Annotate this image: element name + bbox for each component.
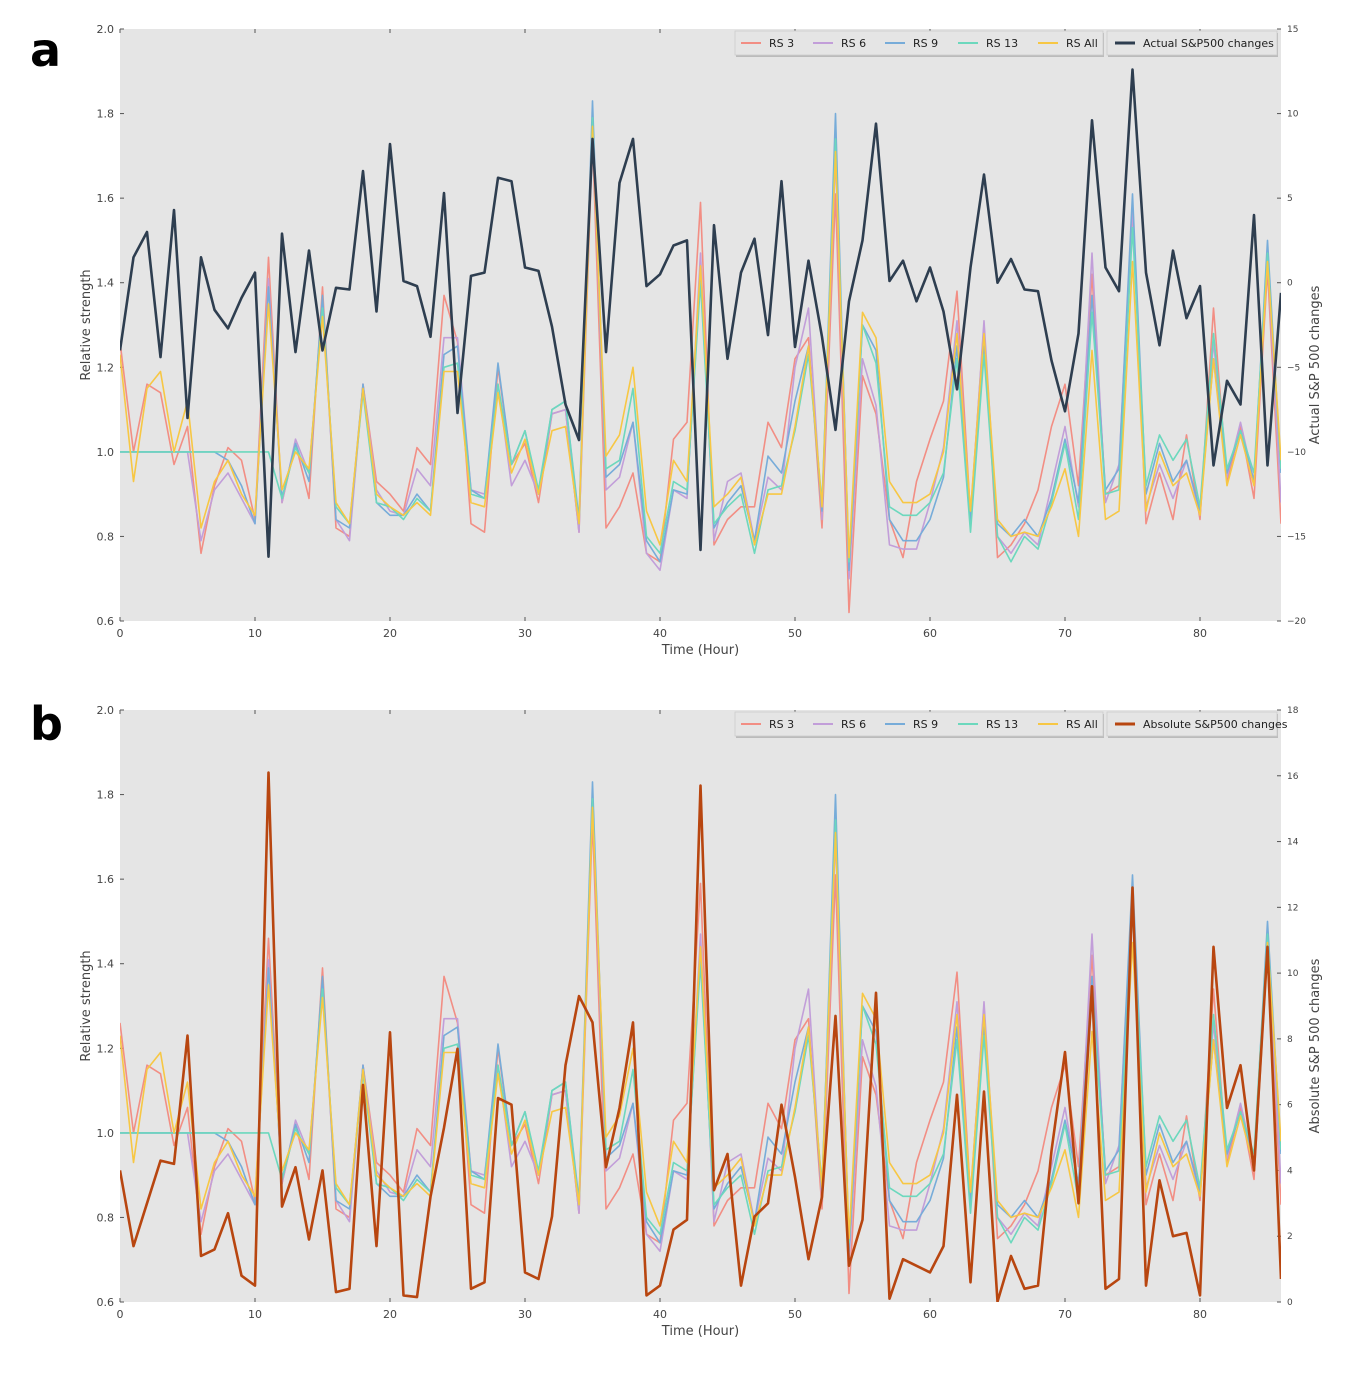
x-tick-label: 10 [248,627,262,640]
y2-tick-label: −5 [1287,363,1300,373]
y-tick-label: 1.6 [97,192,115,205]
y2-tick-label: 12 [1287,903,1298,913]
legend-label: Actual S&P500 changes [1143,37,1274,50]
legend-label: RS 3 [769,718,794,731]
legend-box [1106,30,1278,56]
y-tick-label: 2.0 [97,704,115,717]
y-tick-label: 1.6 [97,873,115,886]
panel-label-a: a [30,23,61,77]
y-tick-label: 0.8 [97,1211,115,1224]
x-tick-label: 70 [1058,1308,1072,1321]
y-tick-label: 1.8 [97,108,115,121]
y-tick-label: 0.6 [97,1296,115,1309]
x-tick-label: 20 [383,1308,397,1321]
x-tick-label: 40 [653,1308,667,1321]
y-tick-label: 1.2 [97,1042,115,1055]
y-tick-label: 0.8 [97,530,115,543]
y2-tick-label: 14 [1287,838,1299,848]
legend-label: RS 13 [986,37,1018,50]
y2-axis-label: Actual S&P 500 changes [1308,285,1323,444]
y2-tick-label: 4 [1287,1166,1293,1176]
y-tick-label: 2.0 [97,23,115,36]
x-tick-label: 60 [923,627,937,640]
x-tick-label: 30 [518,627,532,640]
chart-a: 0.6 0.8 1.0 1.2 1.4 1.6 1.8 2.0 −20 −15 −10 −5 0 5 10 1… [79,23,1323,658]
y-axis-label: Relative strength [79,950,94,1061]
x-tick-label: 50 [788,627,802,640]
y-tick-label: 1.4 [97,958,115,971]
x-tick-label: 10 [248,1308,262,1321]
y2-tick-label: 15 [1287,25,1298,35]
x-tick-label: 0 [117,627,124,640]
y-axis-label: Relative strength [79,269,94,380]
x-tick-label: 80 [1193,627,1207,640]
y2-tick-label: 10 [1287,110,1299,120]
x-tick-label: 50 [788,1308,802,1321]
legend-label: RS 3 [769,37,794,50]
series-line-sp500 [120,68,1281,559]
y2-tick-label: 2 [1287,1232,1293,1242]
legend-box [1106,711,1278,737]
y-tick-label: 0.6 [97,615,115,628]
x-tick-label: 0 [117,1308,124,1321]
y-tick-label: 1.0 [97,446,115,459]
legend-label: RS All [1066,718,1098,731]
panel-label-b: b [30,697,63,751]
legend-label: RS 9 [913,718,938,731]
y2-tick-label: −15 [1287,532,1306,542]
x-axis-label: Time (Hour) [661,1324,739,1339]
legend-label: RS 6 [841,718,866,731]
y-tick-label: 1.2 [97,361,115,374]
y2-tick-label: 0 [1287,279,1293,289]
y2-axis-label: Absolute S&P 500 changes [1308,958,1323,1133]
y2-tick-label: −10 [1287,448,1306,458]
y2-tick-label: 8 [1287,1035,1293,1045]
x-tick-label: 40 [653,627,667,640]
chart-b: 0.6 0.8 1.0 1.2 1.4 1.6 1.8 2.0 0 2 4 6 8 10 12 14 16 18 0… [79,704,1323,1339]
y2-tick-label: 0 [1287,1298,1293,1308]
series-line-rs-all [120,806,1281,1240]
y2-tick-label: 16 [1287,772,1299,782]
y-tick-label: 1.8 [97,789,115,802]
y-tick-label: 1.0 [97,1127,115,1140]
legend-label: RS 9 [913,37,938,50]
series-line-sp500 [120,771,1281,1302]
legend-label: RS 6 [841,37,866,50]
y2-tick-label: −20 [1287,617,1306,627]
y2-tick-label: 10 [1287,969,1299,979]
legend-label: Absolute S&P500 changes [1143,718,1288,731]
x-tick-label: 70 [1058,627,1072,640]
y2-tick-label: 5 [1287,194,1293,204]
y2-tick-label: 18 [1287,706,1299,716]
x-axis-label: Time (Hour) [661,643,739,658]
legend-label: RS 13 [986,718,1018,731]
series-line-rs-all [120,125,1281,559]
x-tick-label: 80 [1193,1308,1207,1321]
y2-tick-label: 6 [1287,1101,1293,1111]
y-tick-label: 1.4 [97,277,115,290]
x-tick-label: 20 [383,627,397,640]
x-tick-label: 30 [518,1308,532,1321]
legend-label: RS All [1066,37,1098,50]
x-tick-label: 60 [923,1308,937,1321]
